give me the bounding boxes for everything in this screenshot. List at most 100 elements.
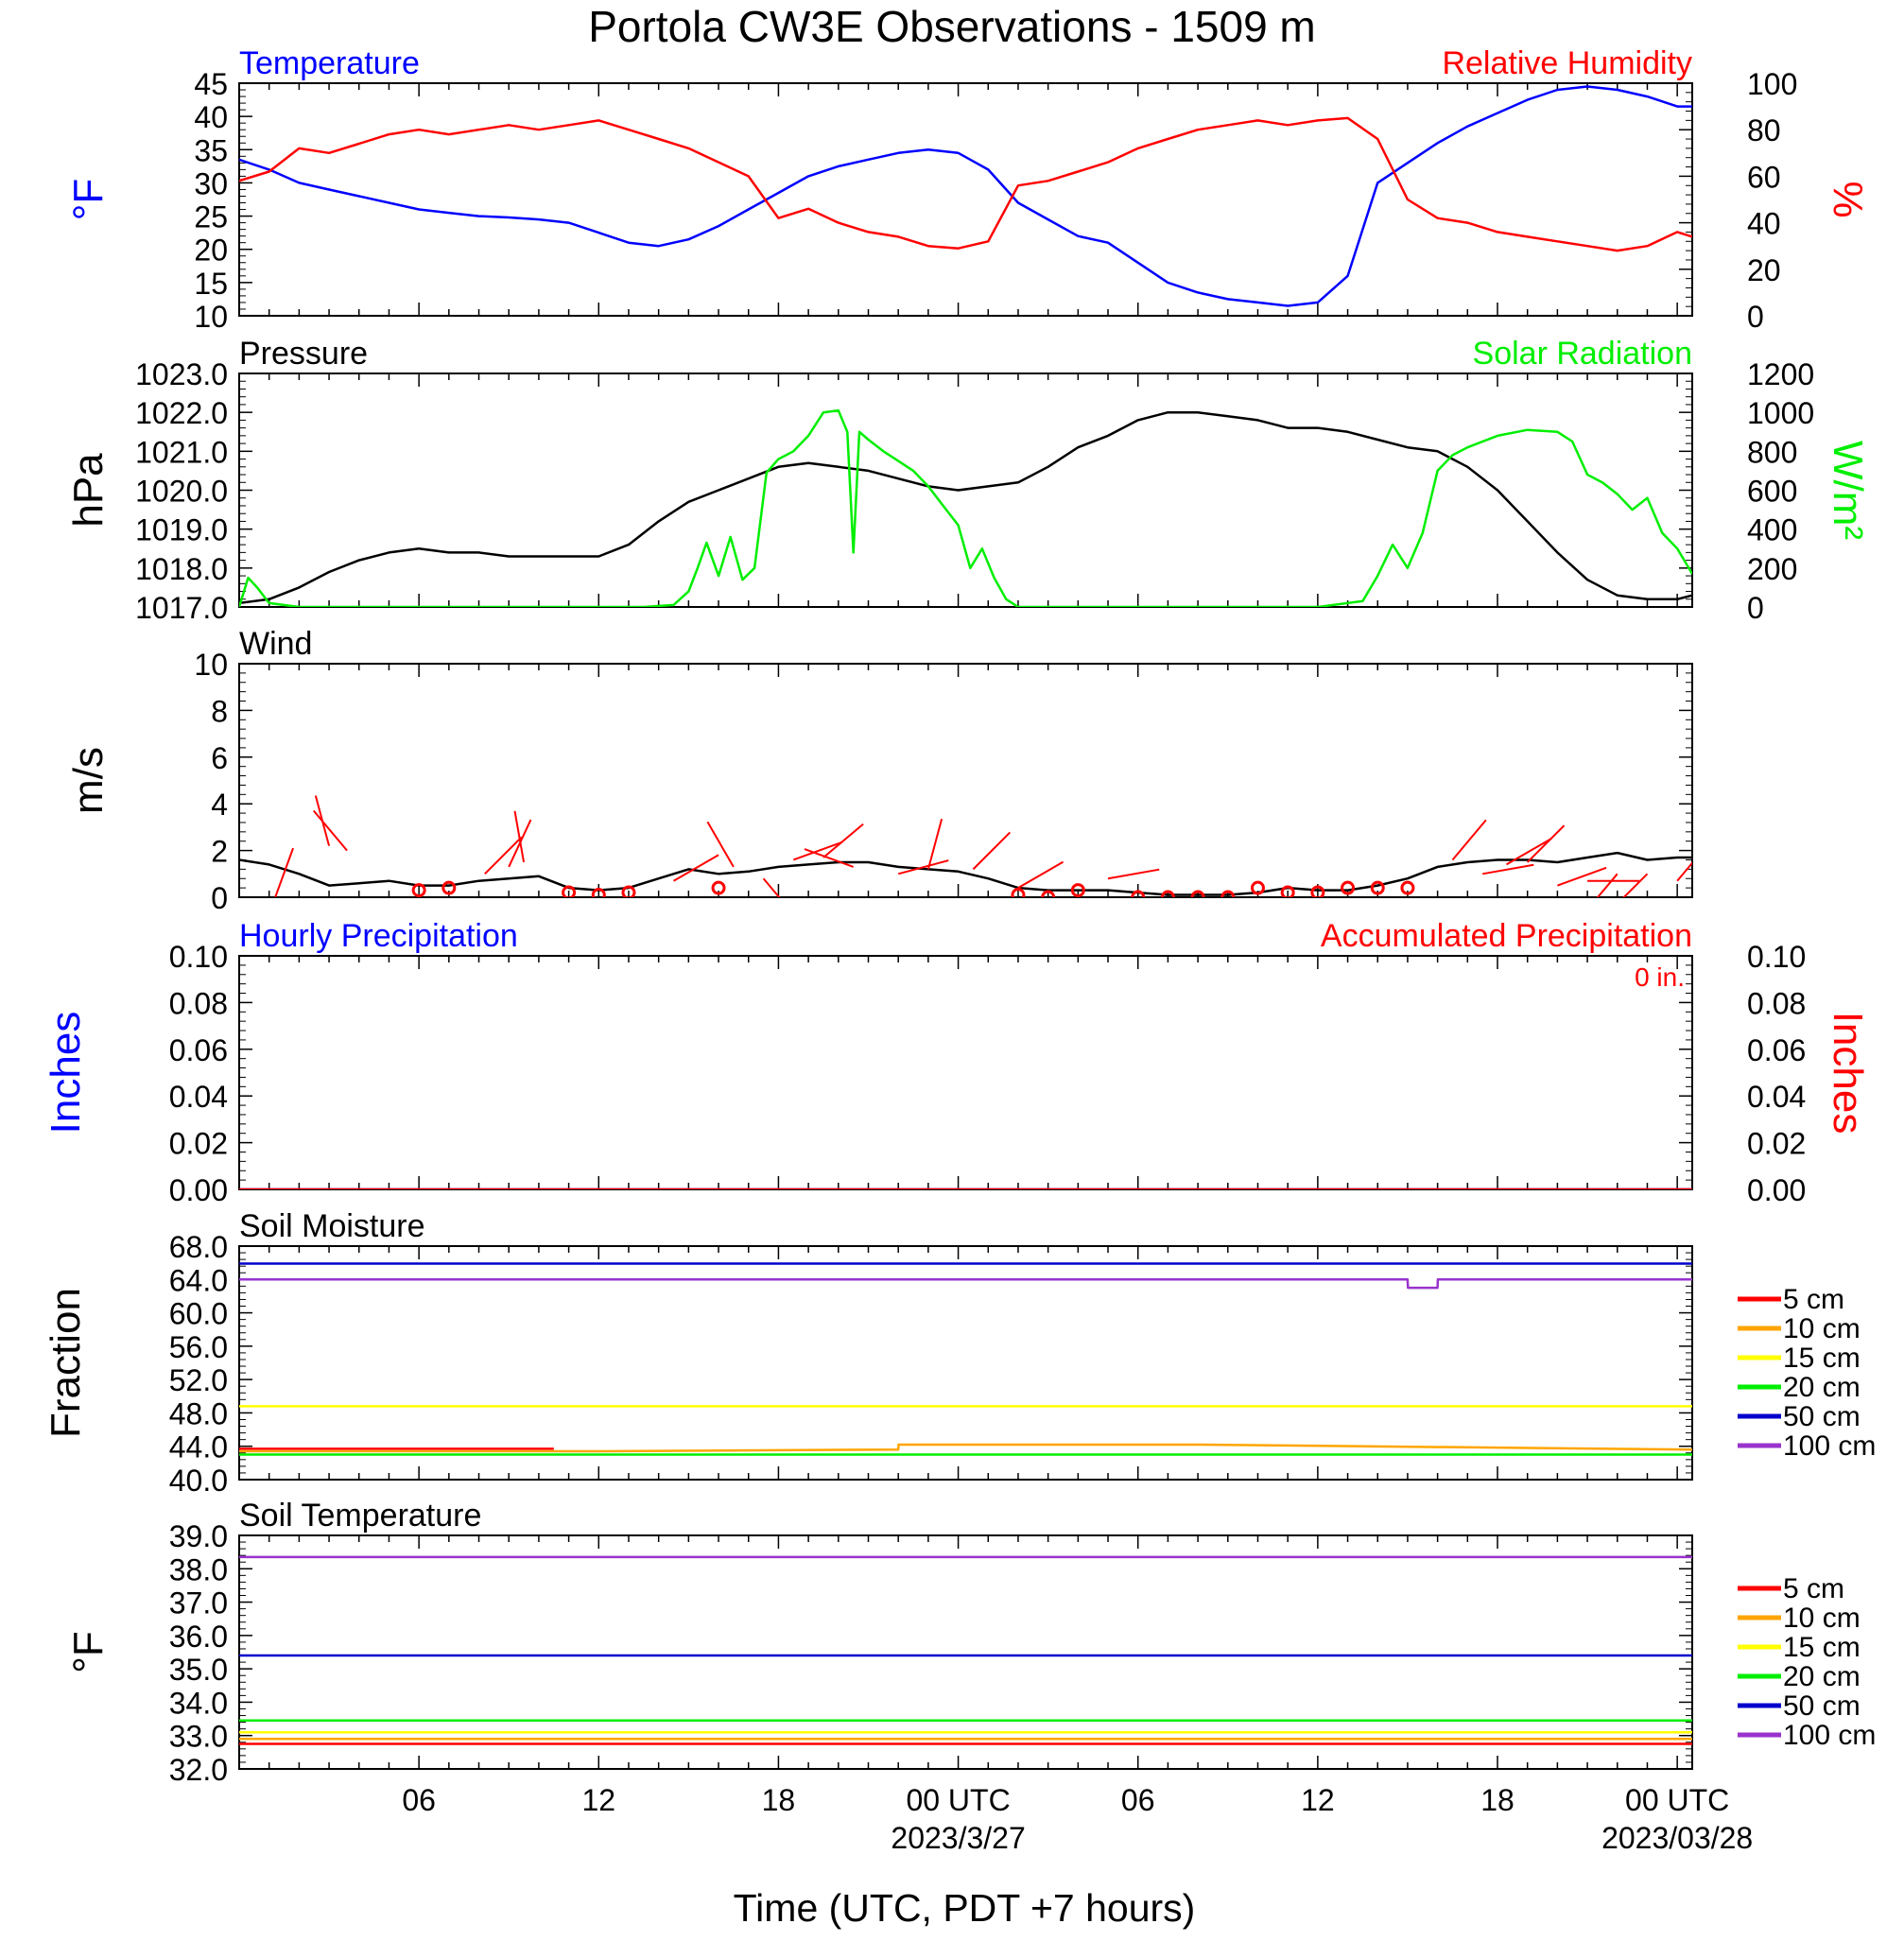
wind-barb — [926, 818, 943, 870]
wind-barb — [1526, 824, 1566, 863]
y-tick-label: 4 — [211, 788, 228, 822]
y-tick-label-right: 0.10 — [1747, 940, 1806, 974]
series-line-pressure — [239, 410, 1692, 605]
legend-label: 5 cm — [1783, 1573, 1844, 1604]
legend-label: 15 cm — [1783, 1343, 1861, 1374]
series-group — [239, 1262, 1692, 1456]
y-tick-label: 40 — [194, 100, 228, 134]
wind-barb — [792, 841, 843, 861]
y-tick-label: 20 — [194, 234, 228, 268]
precip-total-annotation: 0 in. — [1635, 962, 1685, 992]
series-line-100-cm — [239, 1278, 1692, 1290]
wind-barb — [1481, 863, 1534, 875]
wind-barb-calm — [1131, 890, 1146, 897]
y-tick-label-right: 0 — [1747, 300, 1764, 334]
series-group — [239, 1555, 1692, 1745]
series-line-wind — [239, 851, 1692, 896]
series-line-10-cm — [239, 1443, 1692, 1453]
wind-barb — [804, 848, 855, 868]
y-tick-label: 60.0 — [169, 1297, 228, 1331]
y-tick-label-right: 0.04 — [1747, 1080, 1806, 1114]
wind-barb — [762, 877, 781, 897]
wind-barb-calm — [1250, 880, 1265, 895]
y-tick-label: 0.06 — [169, 1033, 228, 1067]
y-axis-label-left: Inches — [43, 1012, 89, 1135]
wind-barb-calm — [1370, 880, 1385, 895]
page-title: Portola CW3E Observations - 1509 m — [588, 2, 1316, 51]
y-tick-label: 33.0 — [169, 1720, 228, 1754]
wind-barb-calm — [562, 885, 577, 897]
y-axis-label-right: % — [1825, 181, 1871, 217]
y-tick-label: 1022.0 — [135, 396, 228, 430]
y-axis-label-right: Inches — [1825, 1012, 1871, 1135]
y-tick-label-right: 1200 — [1747, 357, 1814, 391]
plot-frame — [238, 955, 1693, 1190]
legend-label: 50 cm — [1783, 1690, 1861, 1722]
y-tick-label-right: 800 — [1747, 435, 1797, 469]
wind-barb — [513, 810, 526, 863]
y-tick-label: 0.08 — [169, 986, 228, 1020]
x-tick-label: 00 UTC — [1625, 1783, 1729, 1817]
y-tick-label-right: 0.06 — [1747, 1033, 1806, 1067]
y-tick-label: 25 — [194, 200, 228, 234]
y-tick-label: 0.10 — [169, 940, 228, 974]
wind-barb — [1451, 819, 1487, 861]
series-line-temperature — [239, 85, 1692, 307]
y-tick-label-right: 40 — [1747, 207, 1781, 241]
panel-title-right: Accumulated Precipitation — [1321, 918, 1692, 954]
panel-soil_moisture: 40.044.048.052.056.060.064.068.0 Soil Moi… — [43, 1208, 1876, 1498]
legend-label: 100 cm — [1783, 1430, 1876, 1462]
y-tick-label: 30 — [194, 166, 228, 200]
panel-soil_temperature: 32.033.034.035.036.037.038.039.0 Soil Tem… — [65, 1498, 1876, 1787]
y-tick-label: 10 — [194, 300, 228, 334]
series-group — [239, 85, 1692, 307]
panel-pressure_solar: 1017.0 1018.0 1019.0 1020.0 1021.0 1022.0 1023… — [65, 336, 1871, 625]
wind-barb — [1017, 860, 1065, 889]
wind-barb — [822, 823, 864, 858]
legend-label: 10 cm — [1783, 1313, 1861, 1344]
plot-frame — [238, 82, 1693, 317]
x-tick-label: 18 — [762, 1783, 796, 1817]
legend-label: 15 cm — [1783, 1632, 1861, 1663]
y-axis-label-left: m/s — [65, 747, 112, 814]
y-tick-label: 0.04 — [169, 1080, 228, 1114]
legend-label: 100 cm — [1783, 1720, 1876, 1751]
y-tick-label-right: 1000 — [1747, 396, 1814, 430]
wind-barb-calm — [1070, 883, 1085, 897]
wind-barb — [484, 836, 523, 875]
panel-title-left: Pressure — [239, 336, 368, 372]
y-tick-label: 36.0 — [169, 1620, 228, 1654]
y-tick-label: 1017.0 — [135, 591, 228, 625]
y-tick-label-right: 80 — [1747, 113, 1781, 147]
y-tick-label: 35 — [194, 133, 228, 167]
y-tick-label: 34.0 — [169, 1686, 228, 1720]
y-axis-label-left: hPa — [65, 453, 112, 528]
x-axis-title: Time (UTC, PDT +7 hours) — [734, 1886, 1196, 1930]
y-tick-label: 2 — [211, 835, 228, 869]
y-tick-label: 0.00 — [169, 1173, 228, 1207]
wind-barb-calm — [1220, 890, 1236, 897]
x-tick-label: 00 UTC — [906, 1783, 1010, 1817]
panel-wind: 0 2 4 6 8 10 Wind m/s — [65, 626, 1693, 915]
x-tick-label: 18 — [1480, 1783, 1515, 1817]
legend-label: 20 cm — [1783, 1661, 1861, 1692]
wind-barb — [312, 809, 348, 852]
wind-barb — [897, 859, 949, 875]
plot-frame — [238, 1245, 1693, 1481]
y-axis-label-right: W/m² — [1825, 441, 1871, 540]
y-tick-label: 45 — [194, 67, 228, 101]
y-tick-label: 37.0 — [169, 1586, 228, 1620]
wind-barb — [1557, 866, 1607, 887]
legend-label: 20 cm — [1783, 1372, 1861, 1403]
panel-title-left: Soil Temperature — [239, 1498, 481, 1534]
wind-barb — [673, 854, 719, 882]
y-tick-label: 1023.0 — [135, 357, 228, 391]
y-tick-label: 48.0 — [169, 1396, 228, 1430]
y-tick-label: 52.0 — [169, 1363, 228, 1397]
y-tick-label: 56.0 — [169, 1330, 228, 1364]
panel-title-left: Wind — [239, 626, 312, 662]
y-axis-label-left: °F — [65, 1631, 112, 1672]
panel-precip: 0.00 0.02 0.04 0.06 0.08 0.10 0.00 0.02 0.04 0.06… — [43, 918, 1871, 1207]
